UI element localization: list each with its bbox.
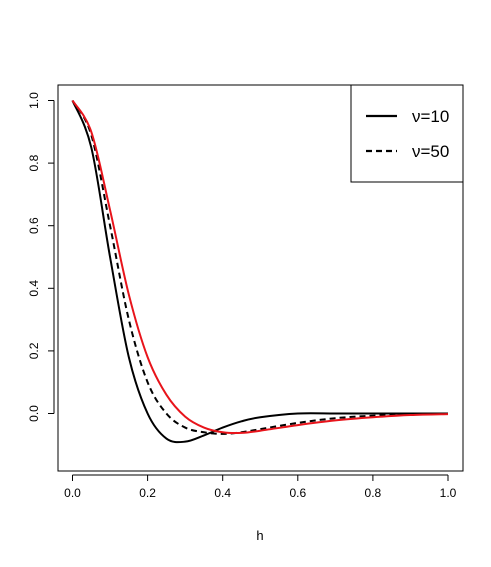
y-tick-label: 0.4	[27, 280, 41, 297]
legend-label-nu10: ν=10	[412, 107, 449, 126]
series-layer	[71, 99, 449, 444]
x-tick-label: 0.0	[64, 486, 81, 500]
series-line-red	[71, 99, 449, 435]
x-axis-title: h	[256, 528, 263, 543]
legend: ν=10 ν=50	[350, 84, 464, 183]
series-line-nu10	[71, 100, 448, 444]
y-tick-label: 0.2	[27, 342, 41, 359]
legend-box	[350, 84, 464, 183]
x-axis: 0.0 0.2 0.4 0.6 0.8 1.0	[64, 474, 457, 500]
y-axis: 0.0 0.2 0.4 0.6 0.8 1.0	[27, 92, 55, 422]
legend-label-nu50: ν=50	[412, 142, 449, 161]
x-tick-label: 1.0	[440, 486, 457, 500]
x-tick-label: 0.2	[139, 486, 156, 500]
x-tick-label: 0.8	[365, 486, 382, 500]
plot-frame	[57, 84, 464, 472]
y-tick-label: 0.0	[27, 405, 41, 422]
y-tick-label: 0.6	[27, 217, 41, 234]
y-tick-label: 1.0	[27, 92, 41, 109]
y-tick-label: 0.8	[27, 154, 41, 171]
x-tick-label: 0.4	[214, 486, 231, 500]
x-tick-label: 0.6	[289, 486, 306, 500]
series-line-nu50	[71, 99, 449, 435]
